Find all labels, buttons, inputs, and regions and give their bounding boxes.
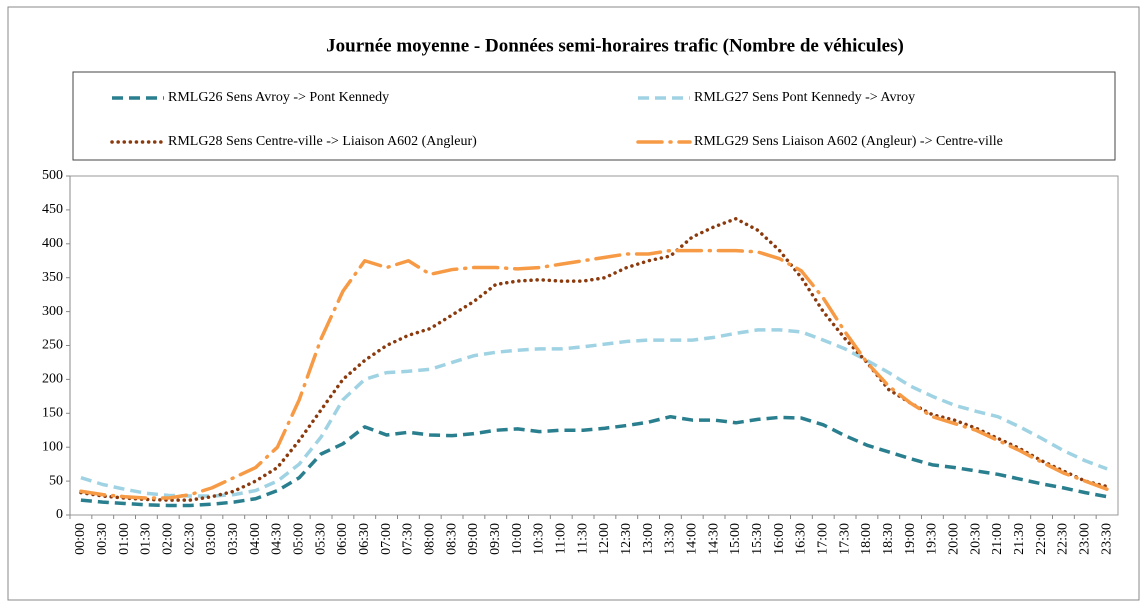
x-tick-label: 03:30 [226, 523, 241, 555]
x-tick-label: 02:00 [160, 523, 175, 555]
series-line [79, 216, 1109, 502]
x-tick-label: 08:00 [422, 523, 437, 555]
legend-box [72, 71, 1116, 161]
chart-title: Journée moyenne - Données semi-horaires … [326, 35, 904, 56]
x-tick-label: 02:30 [182, 523, 197, 555]
x-tick-label: 12:00 [597, 523, 612, 555]
x-tick-label: 23:30 [1099, 523, 1114, 555]
y-tick-label: 350 [42, 270, 63, 285]
x-tick-label: 16:00 [772, 523, 787, 555]
legend-label: RMLG28 Sens Centre-ville -> Liaison A602… [168, 134, 477, 149]
y-tick-label: 250 [42, 338, 63, 353]
x-tick-label: 17:00 [815, 523, 830, 555]
x-tick-label: 22:30 [1056, 523, 1071, 555]
y-tick-label: 200 [42, 372, 63, 387]
x-tick-label: 19:30 [925, 523, 940, 555]
x-tick-label: 22:00 [1034, 523, 1049, 555]
x-tick-label: 07:30 [401, 523, 416, 555]
x-tick-label: 11:30 [575, 523, 590, 554]
x-tick-label: 09:30 [488, 523, 503, 555]
x-tick-label: 14:30 [706, 523, 721, 555]
x-tick-label: 04:30 [270, 523, 285, 555]
x-tick-label: 07:00 [379, 523, 394, 555]
x-tick-label: 01:00 [117, 523, 132, 555]
series-line [80, 414, 1108, 508]
chart-frame [7, 6, 1140, 601]
x-tick-label: 10:00 [510, 523, 525, 555]
series-line [80, 328, 1108, 498]
x-tick-label: 00:30 [95, 523, 110, 555]
x-tick-label: 06:30 [357, 523, 372, 555]
y-tick-label: 450 [42, 202, 63, 217]
x-tick-label: 16:30 [794, 523, 809, 555]
x-tick-label: 14:00 [684, 523, 699, 555]
x-tick-label: 12:30 [619, 523, 634, 555]
x-tick-label: 18:00 [859, 523, 874, 555]
x-tick-label: 23:00 [1077, 523, 1092, 555]
legend-label: RMLG27 Sens Pont Kennedy -> Avroy [694, 90, 915, 105]
x-tick-label: 11:00 [553, 523, 568, 554]
x-tick-label: 20:00 [946, 523, 961, 555]
x-tick-label: 15:30 [750, 523, 765, 555]
x-tick-label: 01:30 [139, 523, 154, 555]
y-tick-label: 0 [56, 507, 63, 522]
y-tick-label: 50 [49, 473, 63, 488]
x-tick-label: 20:30 [968, 523, 983, 555]
x-tick-label: 21:00 [990, 523, 1005, 555]
x-tick-label: 03:00 [204, 523, 219, 555]
y-tick-label: 300 [42, 304, 63, 319]
x-tick-label: 19:00 [903, 523, 918, 555]
x-tick-label: 13:30 [663, 523, 678, 555]
y-tick-label: 150 [42, 406, 63, 421]
x-tick-label: 05:00 [291, 523, 306, 555]
x-tick-label: 17:30 [837, 523, 852, 555]
x-tick-label: 06:00 [335, 523, 350, 555]
x-tick-label: 00:00 [73, 523, 88, 555]
y-tick-label: 400 [42, 236, 63, 251]
x-tick-label: 10:30 [532, 523, 547, 555]
y-tick-label: 100 [42, 439, 63, 454]
x-tick-label: 09:00 [466, 523, 481, 555]
x-tick-label: 05:30 [313, 523, 328, 555]
x-tick-label: 15:00 [728, 523, 743, 555]
legend-label: RMLG26 Sens Avroy -> Pont Kennedy [168, 90, 389, 105]
x-tick-label: 18:30 [881, 523, 896, 555]
y-tick-label: 500 [42, 168, 63, 183]
legend-label: RMLG29 Sens Liaison A602 (Angleur) -> Ce… [694, 134, 1003, 149]
series-line [79, 248, 1109, 500]
x-tick-label: 21:30 [1012, 523, 1027, 555]
x-tick-label: 08:30 [444, 523, 459, 555]
x-tick-label: 13:00 [641, 523, 656, 555]
x-tick-label: 04:00 [248, 523, 263, 555]
